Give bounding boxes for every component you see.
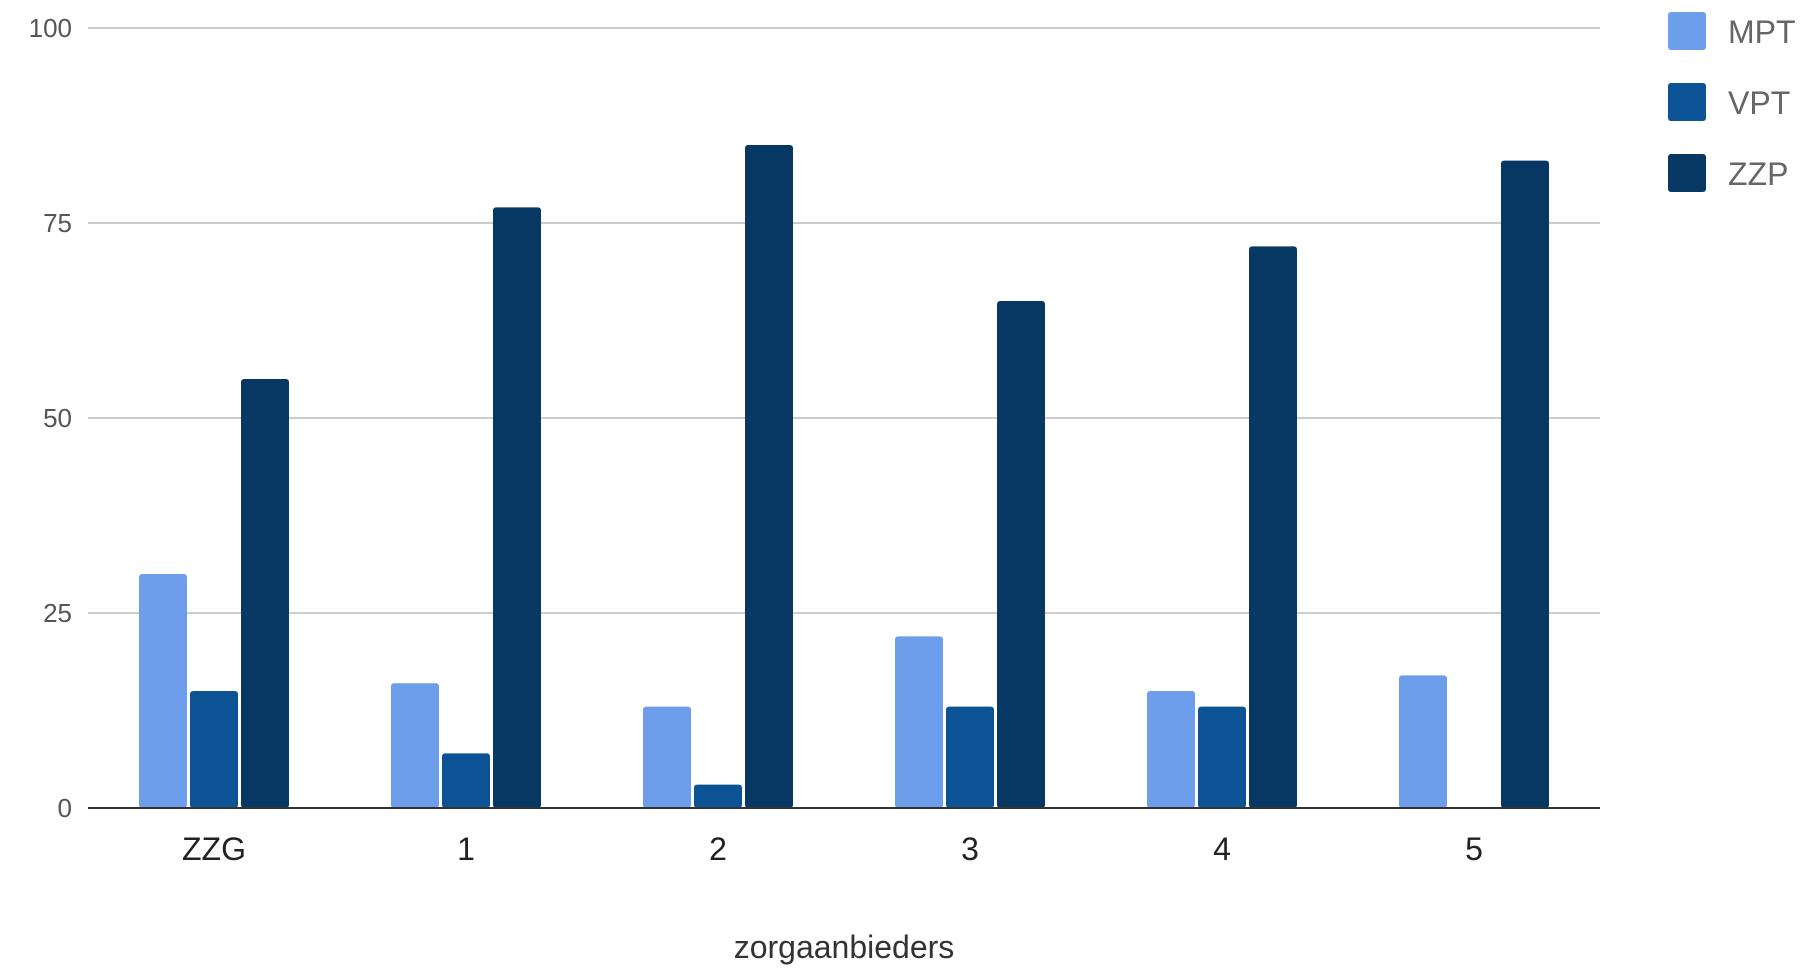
- bar-vpt-zzg: [190, 691, 238, 808]
- x-tick-label: 5: [1465, 831, 1483, 867]
- bar-vpt-4: [1198, 706, 1246, 808]
- bar-mpt-zzg: [139, 574, 187, 808]
- y-tick-label: 100: [29, 13, 72, 43]
- bar-vpt-2: [694, 784, 742, 808]
- bar-mpt-1: [391, 683, 439, 808]
- gridlines: [88, 27, 1600, 614]
- bar-zzp-zzg: [241, 379, 289, 808]
- bar-mpt-5: [1399, 675, 1447, 808]
- bar-vpt-3: [946, 706, 994, 808]
- bars: [139, 145, 1549, 809]
- legend-swatch-vpt: [1668, 83, 1706, 121]
- x-tick-label: 3: [961, 831, 979, 867]
- x-tick-label: 1: [457, 831, 475, 867]
- y-tick-label: 0: [58, 793, 72, 823]
- bar-mpt-3: [895, 636, 943, 808]
- bar-zzp-5: [1501, 160, 1549, 809]
- y-tick-label: 75: [43, 208, 72, 238]
- bar-vpt-1: [442, 753, 490, 808]
- x-axis-label: zorgaanbieders: [734, 929, 955, 965]
- legend-swatch-mpt: [1668, 12, 1706, 50]
- legend-label-vpt: VPT: [1728, 85, 1790, 121]
- bar-mpt-4: [1147, 691, 1195, 808]
- bar-zzp-4: [1249, 246, 1297, 808]
- y-tick-label: 50: [43, 403, 72, 433]
- bar-mpt-2: [643, 706, 691, 808]
- y-axis-ticks: 0 25 50 75 100: [29, 13, 72, 823]
- legend-label-zzp: ZZP: [1728, 156, 1788, 192]
- bar-zzp-2: [745, 145, 793, 808]
- legend-swatch-zzp: [1668, 154, 1706, 192]
- y-tick-label: 25: [43, 598, 72, 628]
- x-tick-label: ZZG: [182, 831, 246, 867]
- legend: MPT VPT ZZP: [1668, 12, 1796, 192]
- x-tick-label: 2: [709, 831, 727, 867]
- x-tick-label: 4: [1213, 831, 1231, 867]
- bar-zzp-1: [493, 207, 541, 808]
- legend-label-mpt: MPT: [1728, 14, 1796, 50]
- bar-zzp-3: [997, 301, 1045, 808]
- x-axis-ticks: ZZG 1 2 3 4 5: [182, 831, 1483, 867]
